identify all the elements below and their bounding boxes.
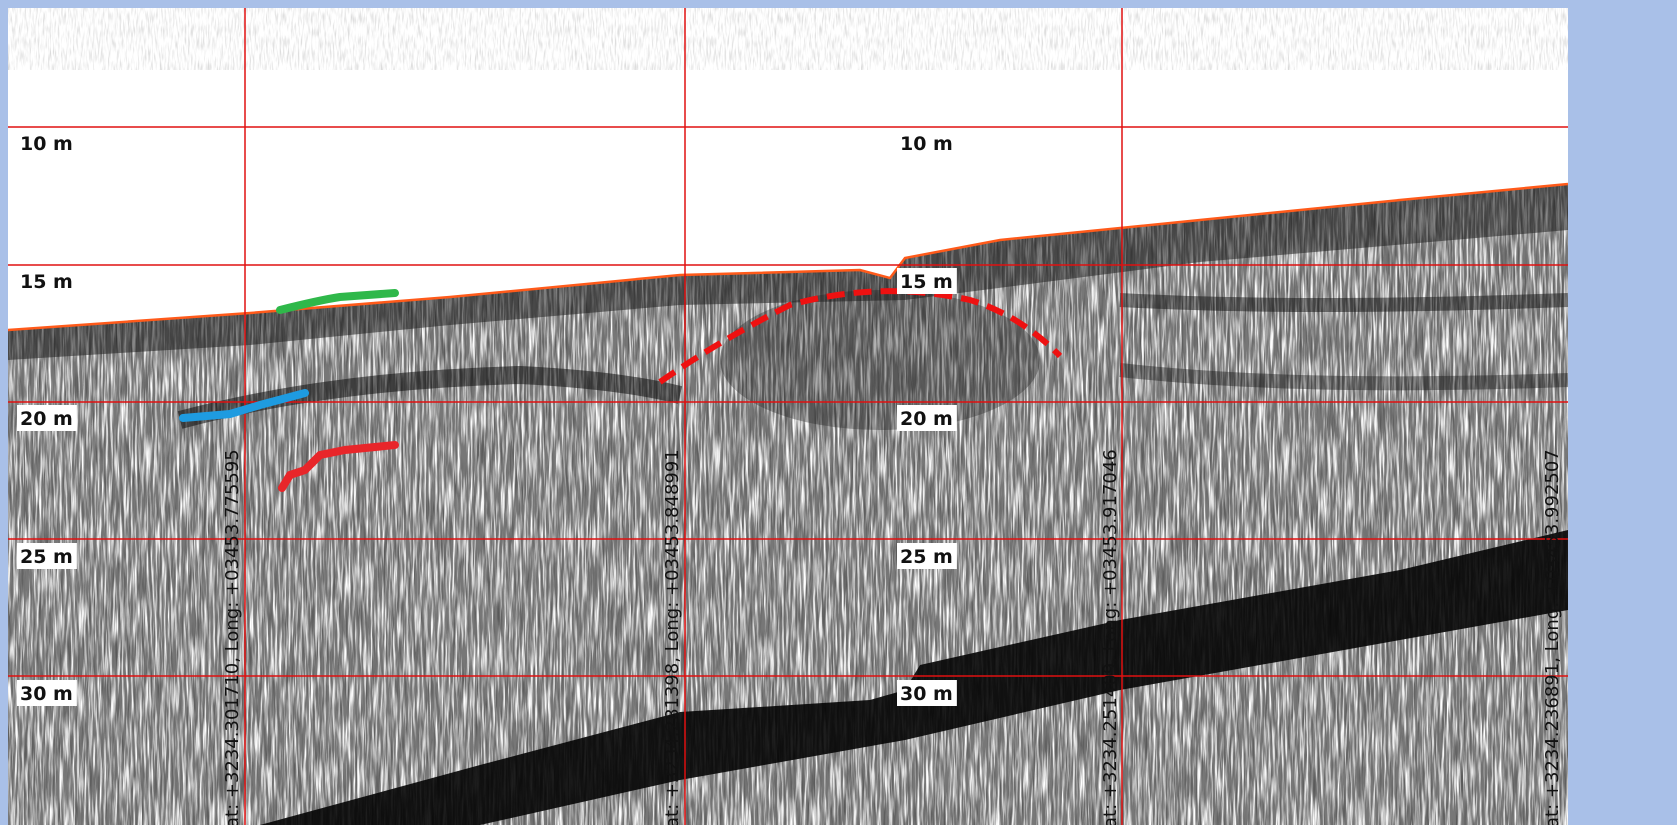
depth-label: 20 m (897, 405, 957, 431)
depth-label: 10 m (17, 130, 77, 156)
position-label: at: +3234.281398, Long: +03453.848991 (662, 449, 683, 825)
depth-label: 15 m (897, 268, 957, 294)
depth-text: 15 m (900, 271, 953, 293)
depth-label: 25 m (897, 543, 957, 569)
depth-text: 25 m (900, 546, 953, 568)
depth-label: 30 m (897, 680, 957, 706)
depth-text: 10 m (20, 133, 73, 155)
depth-label: 30 m (17, 680, 77, 706)
position-label: at: +3234.236891, Long: +03453.992507 (1542, 449, 1563, 825)
echogram: 10 m 15 m 20 m 25 m 30 m 10 m 15 m 20 m 25 m 30 m… (0, 0, 1677, 825)
depth-text: 20 m (900, 408, 953, 430)
depth-text: 25 m (20, 546, 73, 568)
depth-label: 20 m (17, 405, 77, 431)
depth-text: 30 m (900, 683, 953, 705)
depth-label: 15 m (17, 268, 77, 294)
depth-text: 10 m (900, 133, 953, 155)
position-label: at: +3234.301710, Long: +03453.775595 (222, 449, 243, 825)
depth-text: 15 m (20, 271, 73, 293)
depth-text: 30 m (20, 683, 73, 705)
depth-label: 10 m (897, 130, 957, 156)
depth-text: 20 m (20, 408, 73, 430)
depth-label: 25 m (17, 543, 77, 569)
page: {"depth_labels": {"left": ["10 m", "15 m… (0, 0, 1677, 825)
position-label: at: +3234.251409, Long: +03453.917046 (1100, 449, 1121, 825)
